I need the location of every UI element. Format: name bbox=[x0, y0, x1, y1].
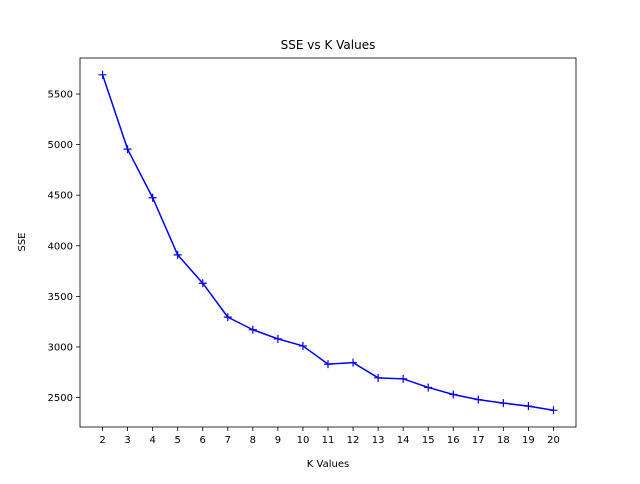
x-tick-label: 11 bbox=[322, 435, 335, 446]
plot-area: 2 3 4 5 6 7 8 9 10 11 12 13 14 15 16 17 18 19 20 2500 3000 35… bbox=[48, 57, 577, 446]
data-point-marker bbox=[524, 402, 533, 411]
data-point-marker bbox=[549, 406, 558, 415]
x-tick-label: 5 bbox=[175, 435, 181, 446]
x-tick-label: 18 bbox=[497, 435, 510, 446]
plot-frame bbox=[79, 57, 577, 428]
data-point-marker bbox=[148, 193, 157, 202]
x-axis-label: K Values bbox=[307, 459, 349, 470]
data-point-marker bbox=[424, 383, 433, 392]
y-tick-label: 3000 bbox=[48, 342, 73, 353]
x-tick-label: 8 bbox=[250, 435, 256, 446]
x-tick-label: 9 bbox=[275, 435, 281, 446]
data-point-marker bbox=[474, 395, 483, 404]
data-point-marker bbox=[173, 250, 182, 259]
y-tick-label: 5500 bbox=[48, 90, 73, 101]
data-point-marker bbox=[198, 279, 207, 288]
x-tick-label: 19 bbox=[522, 435, 535, 446]
data-point-marker bbox=[374, 373, 383, 382]
x-tick-label: 3 bbox=[124, 435, 130, 446]
x-tick-label: 10 bbox=[297, 435, 310, 446]
x-tick-label: 13 bbox=[372, 435, 385, 446]
y-tick-label: 5000 bbox=[48, 140, 73, 151]
x-tick-label: 7 bbox=[225, 435, 231, 446]
data-point-marker bbox=[248, 325, 257, 334]
y-tick-label: 4500 bbox=[48, 191, 73, 202]
data-point-marker bbox=[449, 390, 458, 399]
data-point-marker bbox=[298, 341, 307, 350]
data-point-marker bbox=[273, 334, 282, 343]
y-tick-label: 3500 bbox=[48, 292, 73, 303]
x-tick-label: 20 bbox=[547, 435, 560, 446]
x-tick-label: 16 bbox=[447, 435, 460, 446]
chart-title: SSE vs K Values bbox=[281, 38, 376, 52]
x-tick-label: 4 bbox=[149, 435, 155, 446]
data-point-marker bbox=[499, 399, 508, 408]
data-point-marker bbox=[399, 374, 408, 383]
x-tick-label: 12 bbox=[347, 435, 360, 446]
data-point-marker bbox=[324, 360, 332, 369]
x-tick-label: 6 bbox=[200, 435, 206, 446]
x-tick-label: 17 bbox=[472, 435, 485, 446]
data-point-marker bbox=[223, 313, 232, 322]
data-point-marker bbox=[123, 145, 132, 154]
data-point-marker bbox=[98, 70, 107, 79]
x-tick-label: 2 bbox=[99, 435, 105, 446]
y-tick-label: 4000 bbox=[48, 241, 73, 252]
y-tick-label: 2500 bbox=[48, 393, 73, 404]
x-tick-label: 15 bbox=[422, 435, 435, 446]
y-axis-label: SSE bbox=[17, 232, 28, 251]
x-tick-label: 14 bbox=[397, 435, 410, 446]
data-point-marker bbox=[349, 358, 358, 367]
